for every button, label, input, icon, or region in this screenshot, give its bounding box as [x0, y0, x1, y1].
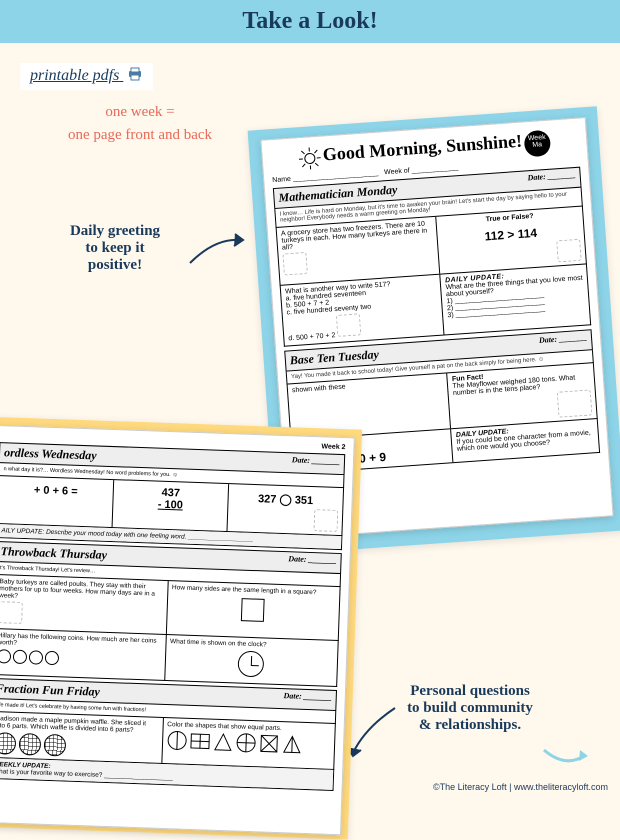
ginger-icon	[556, 239, 581, 263]
square-x-icon	[258, 733, 279, 754]
thu-date: Date: _______	[288, 554, 337, 565]
callout-personal-questions: Personal questions to build community & …	[380, 683, 560, 734]
fri-title: Fraction Fun Friday	[0, 681, 100, 699]
wed-title: ordless Wednesday	[4, 445, 97, 462]
ws1-title: Good Morning, Sunshine!	[322, 131, 522, 165]
thu-q2: How many sides are the same length in a …	[172, 584, 336, 597]
turkey-icon	[282, 252, 307, 276]
tuesday-title: Base Ten Tuesday	[289, 347, 379, 367]
callout2-l2: to build community	[380, 700, 560, 717]
thu-q1: Baby turkeys are called poults. They sta…	[0, 578, 163, 605]
triangle-split-icon	[281, 734, 302, 755]
callout2-l3: & relationships.	[380, 717, 560, 734]
sun-icon	[298, 147, 322, 172]
title-bar: Take a Look!	[0, 0, 620, 43]
coins-icon	[0, 649, 161, 669]
waffles-icon	[0, 732, 158, 760]
arrow-icon	[185, 228, 255, 278]
worksheet-left: Week 2 ordless Wednesday Date: _______ n…	[0, 425, 355, 835]
shapes-group	[166, 730, 330, 756]
mon-q2d: d. 500 + 70 + 2	[288, 332, 335, 342]
red-line2: one page front and back	[20, 127, 260, 144]
printable-text: printable pdfs	[30, 67, 119, 84]
wed-sub2: - 100	[117, 497, 223, 513]
printable-row: printable pdfs	[20, 63, 600, 98]
tuesday-date: Date: _______	[539, 333, 588, 345]
arrow-icon	[345, 703, 405, 763]
content-area: printable pdfs one week = one page front…	[0, 43, 620, 798]
thu-q4: What time is shown on the clock?	[170, 638, 334, 651]
clock-icon	[238, 651, 265, 678]
wed-comp: 327 ◯ 351	[232, 491, 338, 508]
poult-icon	[0, 601, 23, 624]
circle-quarters-icon	[235, 733, 256, 754]
callout1-l2: to keep it	[50, 240, 180, 257]
wed-date: Date: _______	[292, 455, 341, 466]
red-line1: one week =	[20, 104, 260, 121]
swoosh-arrow-icon	[540, 746, 590, 770]
fri-q1: Madison made a maple pumpkin waffle. She…	[0, 715, 158, 735]
callout1-l3: positive!	[50, 257, 180, 274]
triangle-icon	[212, 732, 233, 753]
mayflower-icon	[557, 390, 593, 418]
shirt-icon	[336, 314, 361, 338]
rect-quarters-icon	[189, 731, 210, 752]
footer-credit: ©The Literacy Loft | www.theliteracyloft…	[433, 782, 608, 792]
weekly-update-q: What is your favorite way to exercise? _…	[0, 768, 173, 781]
thu-q3: Hillary has the following coins. How muc…	[0, 632, 161, 652]
week-badge: Week Ma	[523, 130, 551, 158]
wed-eq: + 0 + 6 =	[3, 483, 109, 499]
callout-daily-greeting: Daily greeting to keep it positive!	[50, 223, 180, 274]
callout1-l1: Daily greeting	[50, 223, 180, 240]
circle-halves-icon	[166, 730, 187, 751]
printable-label: printable pdfs	[20, 63, 153, 90]
thu-title: Throwback Thursday	[0, 544, 107, 562]
fri-date: Date: _______	[283, 691, 332, 702]
monday-date: Date: _______	[527, 170, 576, 182]
turkey-icon	[314, 509, 339, 532]
callout2-l1: Personal questions	[380, 683, 560, 700]
printer-icon	[127, 67, 143, 86]
square-icon	[240, 597, 267, 624]
